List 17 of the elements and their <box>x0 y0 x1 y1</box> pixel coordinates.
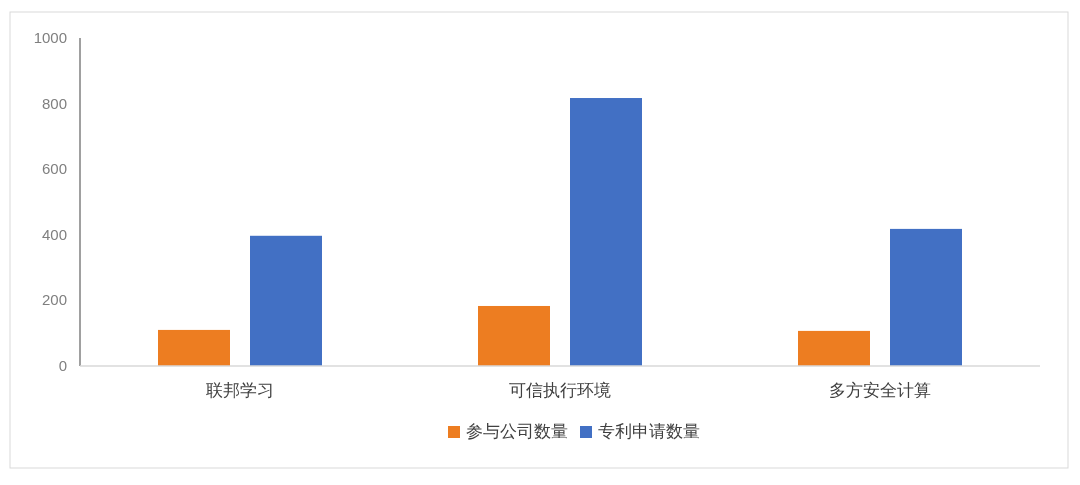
bar <box>570 98 642 366</box>
legend-label: 专利申请数量 <box>598 422 700 441</box>
y-tick-label: 800 <box>41 94 67 112</box>
bar <box>478 305 550 366</box>
y-tick-label: 0 <box>58 357 67 374</box>
bar <box>890 228 962 366</box>
bar <box>158 329 230 366</box>
y-tick-label: 600 <box>41 160 67 178</box>
y-tick-label: 200 <box>41 291 67 309</box>
legend-label: 参与公司数量 <box>466 422 568 441</box>
x-tick-label: 联邦学习 <box>206 381 274 400</box>
bar <box>250 235 322 366</box>
bar <box>798 330 870 366</box>
y-tick-label: 1000 <box>33 29 67 46</box>
x-tick-label: 可信执行环境 <box>509 381 611 400</box>
y-tick-label: 400 <box>41 225 67 243</box>
x-tick-label: 多方安全计算 <box>829 381 931 400</box>
